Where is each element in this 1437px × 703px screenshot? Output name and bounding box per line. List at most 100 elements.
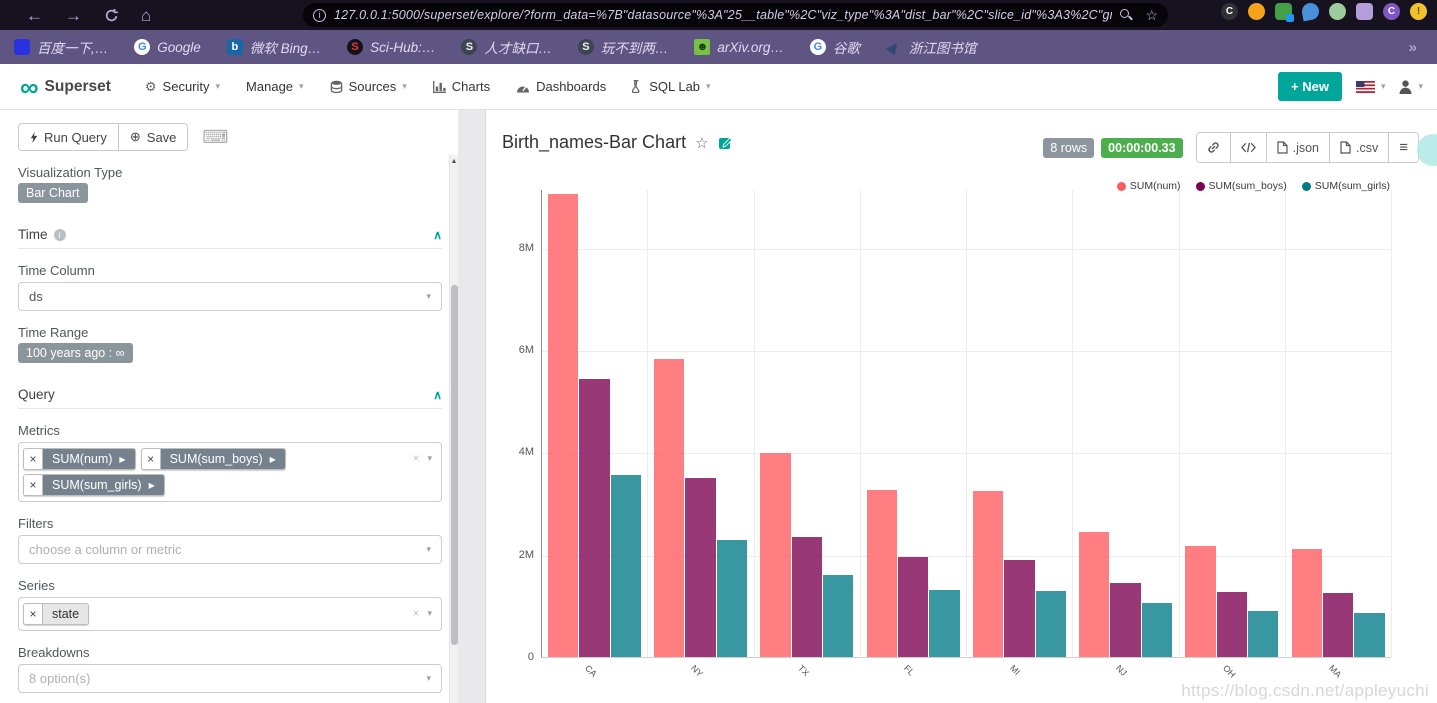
- query-section-header[interactable]: Query ∧: [18, 387, 442, 409]
- keyboard-shortcut-icon[interactable]: ⌨: [202, 126, 229, 147]
- back-icon[interactable]: ←: [26, 5, 43, 25]
- bar-OH-SUM(sum_boys)[interactable]: [1216, 592, 1248, 657]
- bar-OH-SUM(num)[interactable]: [1185, 546, 1216, 657]
- time-column-select[interactable]: ds ▾: [18, 282, 442, 311]
- bookmark-baidu[interactable]: 百度一下,…: [14, 37, 108, 57]
- google-favicon: G: [809, 39, 826, 55]
- new-button[interactable]: + New: [1278, 72, 1342, 101]
- metric-token[interactable]: × SUM(sum_girls) ▶: [23, 474, 165, 496]
- bar-MA-SUM(sum_boys)[interactable]: [1322, 592, 1354, 657]
- query-timer-badge: 00:00:00.33: [1101, 137, 1183, 158]
- bar-MI-SUM(sum_girls)[interactable]: [1035, 590, 1066, 657]
- chart-panel: Birth_names-Bar Chart ☆ 8 rows 00:00:00.…: [485, 110, 1437, 703]
- bar-NY-SUM(sum_boys)[interactable]: [685, 477, 716, 657]
- extension-icon[interactable]: [1300, 1, 1321, 22]
- bar-FL-SUM(num)[interactable]: [866, 489, 897, 657]
- share-link-button[interactable]: [1196, 133, 1230, 162]
- nav-item-security[interactable]: ⚙ Security ▾: [144, 78, 221, 95]
- scrollbar-thumb[interactable]: [451, 285, 458, 645]
- legend-item[interactable]: SUM(num): [1116, 180, 1181, 192]
- bookmark-scihub[interactable]: S Sci-Hub:…: [347, 39, 435, 55]
- url-bar[interactable]: i 127.0.0.1:5000/superset/explore/?form_…: [303, 3, 1168, 27]
- legend-item[interactable]: SUM(sum_girls): [1301, 180, 1390, 192]
- bookmark-item[interactable]: S 玩不到两…: [577, 37, 668, 57]
- time-section-header[interactable]: Time i ∧: [18, 227, 442, 249]
- bookmark-star-icon[interactable]: ☆: [1145, 6, 1158, 23]
- nav-item-sql-lab[interactable]: SQL Lab ▾: [632, 79, 711, 94]
- bar-FL-SUM(sum_boys)[interactable]: [897, 557, 929, 657]
- bar-TX-SUM(sum_boys)[interactable]: [791, 536, 823, 657]
- time-range-value[interactable]: 100 years ago : ∞: [18, 343, 133, 363]
- bar-NY-SUM(sum_girls)[interactable]: [716, 540, 748, 657]
- extension-icon[interactable]: !: [1410, 3, 1427, 20]
- bar-NJ-SUM(num)[interactable]: [1079, 531, 1110, 657]
- extension-icon[interactable]: C: [1221, 3, 1238, 20]
- superset-logo[interactable]: ∞ Superset: [20, 74, 111, 100]
- scrollbar-up-arrow[interactable]: ▲: [450, 158, 458, 165]
- bookmark-zhejiang-library[interactable]: 浙江图书馆: [886, 37, 977, 57]
- language-selector[interactable]: ▾: [1355, 80, 1385, 93]
- bar-NJ-SUM(sum_boys)[interactable]: [1110, 582, 1141, 657]
- series-token[interactable]: × state: [23, 603, 90, 625]
- export-csv-button[interactable]: .csv: [1329, 133, 1389, 162]
- reload-icon[interactable]: [104, 8, 119, 23]
- favorite-star-icon[interactable]: ☆: [695, 134, 709, 152]
- home-icon[interactable]: ⌂: [141, 5, 152, 25]
- extension-icon[interactable]: [1275, 3, 1294, 22]
- extension-icon[interactable]: C: [1383, 3, 1400, 20]
- clear-icon[interactable]: ×: [412, 451, 420, 465]
- bar-FL-SUM(sum_girls)[interactable]: [929, 590, 960, 657]
- bar-MA-SUM(sum_girls)[interactable]: [1354, 613, 1385, 657]
- metric-token[interactable]: × SUM(num) ▶: [23, 448, 136, 470]
- bar-MI-SUM(num)[interactable]: [972, 490, 1004, 657]
- clear-icon[interactable]: ×: [412, 606, 420, 620]
- remove-token-icon[interactable]: ×: [24, 449, 43, 469]
- run-query-button[interactable]: Run Query: [19, 124, 118, 150]
- user-menu[interactable]: ▾: [1399, 79, 1423, 94]
- bookmark-google[interactable]: G Google: [134, 39, 201, 55]
- search-icon[interactable]: [1120, 8, 1134, 22]
- extension-icon[interactable]: [1356, 3, 1373, 20]
- viz-type-value[interactable]: Bar Chart: [18, 183, 88, 203]
- extension-icon[interactable]: [1248, 3, 1265, 20]
- extension-icon[interactable]: [1329, 3, 1346, 20]
- caret-right-icon: ▶: [269, 454, 276, 464]
- bar-CA-SUM(sum_boys)[interactable]: [579, 379, 610, 657]
- bar-OH-SUM(sum_girls)[interactable]: [1248, 610, 1279, 657]
- bar-CA-SUM(sum_girls)[interactable]: [610, 475, 641, 657]
- nav-item-dashboards[interactable]: Dashboards: [516, 79, 606, 94]
- export-json-button[interactable]: .json: [1265, 133, 1329, 162]
- series-select[interactable]: × state × ▾: [18, 597, 442, 631]
- metrics-select[interactable]: × SUM(num) ▶ × SUM(sum_boys) ▶ × SUM(sum_girl…: [18, 442, 442, 502]
- bookmarks-overflow-chevron[interactable]: »: [1408, 38, 1417, 56]
- bar-TX-SUM(sum_girls)[interactable]: [823, 575, 854, 657]
- nav-item-sources[interactable]: Sources ▾: [330, 79, 407, 94]
- forward-icon[interactable]: →: [65, 5, 82, 25]
- view-query-button[interactable]: [1229, 133, 1266, 162]
- bar-MA-SUM(num)[interactable]: [1291, 548, 1322, 657]
- bookmark-arxiv[interactable]: ☻ arXiv.org…: [694, 39, 784, 55]
- time-range-label: Time Range: [18, 325, 89, 340]
- panel-scrollbar[interactable]: ▲: [449, 155, 458, 703]
- bar-NY-SUM(num)[interactable]: [654, 359, 685, 657]
- remove-token-icon[interactable]: ×: [24, 475, 43, 495]
- filters-select[interactable]: choose a column or metric ▾: [18, 535, 442, 564]
- metric-token[interactable]: × SUM(sum_boys) ▶: [140, 448, 286, 470]
- site-info-icon[interactable]: i: [313, 8, 326, 22]
- nav-item-manage[interactable]: Manage ▾: [246, 79, 304, 94]
- edit-chart-icon[interactable]: [718, 135, 733, 150]
- remove-token-icon[interactable]: ×: [141, 449, 161, 469]
- legend-item[interactable]: SUM(sum_boys): [1195, 180, 1287, 192]
- remove-token-icon[interactable]: ×: [24, 604, 43, 624]
- bar-MI-SUM(sum_boys)[interactable]: [1004, 559, 1035, 657]
- bookmark-bing[interactable]: b 微软 Bing…: [226, 37, 321, 57]
- bar-NJ-SUM(sum_girls)[interactable]: [1141, 603, 1173, 657]
- bookmark-google-cn[interactable]: G 谷歌: [809, 37, 860, 57]
- chart-menu-button[interactable]: ≡: [1388, 133, 1418, 162]
- nav-item-charts[interactable]: Charts: [432, 79, 490, 94]
- save-button[interactable]: ⊕ Save: [117, 124, 188, 150]
- bar-CA-SUM(num)[interactable]: [547, 194, 579, 657]
- breakdowns-select[interactable]: 8 option(s) ▾: [18, 664, 442, 693]
- bookmark-item[interactable]: S 人才缺口…: [461, 37, 552, 57]
- bar-TX-SUM(num)[interactable]: [760, 453, 791, 657]
